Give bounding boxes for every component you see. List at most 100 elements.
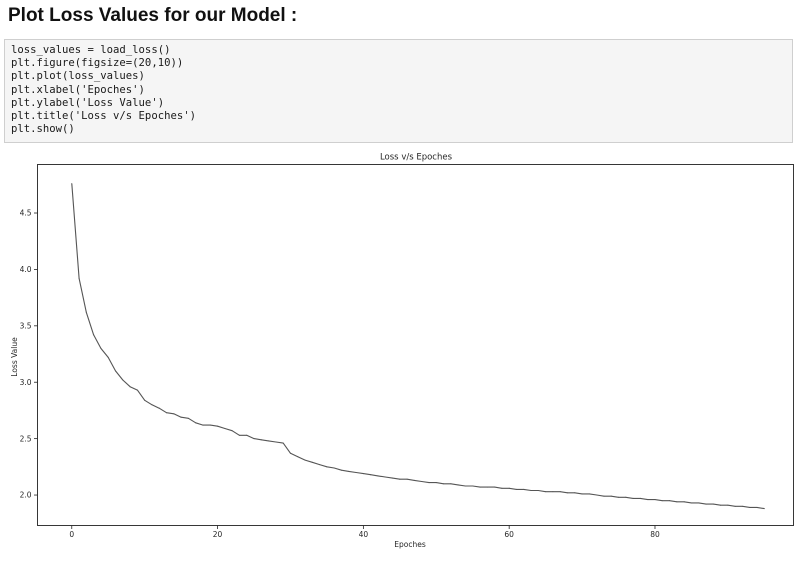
chart-title: Loss v/s Epoches (380, 153, 453, 163)
code-line: loss_values = load_loss() (11, 44, 171, 56)
loss-point (136, 389, 138, 391)
loss-point (421, 481, 423, 483)
loss-point (399, 478, 401, 480)
loss-point (479, 486, 481, 488)
loss-point (486, 486, 488, 488)
loss-point (93, 334, 95, 336)
loss-point (545, 491, 547, 493)
loss-point (107, 356, 109, 358)
loss-point (384, 476, 386, 478)
x-tick-label: 0 (69, 530, 74, 539)
loss-point (275, 441, 277, 443)
loss-point (574, 492, 576, 494)
x-tick-label: 20 (213, 530, 223, 539)
loss-point (377, 475, 379, 477)
loss-point (304, 459, 306, 461)
loss-point (319, 464, 321, 466)
loss-point (158, 407, 160, 409)
loss-point (202, 424, 204, 426)
loss-point (209, 424, 211, 426)
loss-point (690, 502, 692, 504)
loss-point (362, 473, 364, 475)
loss-point (523, 488, 525, 490)
loss-point (122, 379, 124, 381)
loss-point (756, 506, 758, 508)
loss-point (552, 491, 554, 493)
loss-point (763, 508, 765, 510)
loss-point (603, 495, 605, 497)
loss-point (581, 493, 583, 495)
loss-point (311, 461, 313, 463)
loss-point (370, 474, 372, 476)
loss-point (406, 478, 408, 480)
loss-point (464, 485, 466, 487)
loss-point (151, 404, 153, 406)
loss-point (260, 439, 262, 441)
y-tick-label: 2.0 (20, 491, 32, 500)
loss-point (173, 413, 175, 415)
loss-point (71, 183, 73, 185)
loss-point (567, 492, 569, 494)
loss-point (741, 505, 743, 507)
loss-chart: Loss v/s Epoches Loss Value Epoches 0 20 4… (10, 153, 794, 549)
loss-point (734, 505, 736, 507)
loss-point (115, 370, 117, 372)
loss-point (712, 503, 714, 505)
loss-point (297, 456, 299, 458)
loss-point (683, 501, 685, 503)
loss-point (537, 490, 539, 492)
y-tick-label: 4.0 (20, 265, 32, 274)
loss-point (501, 487, 503, 489)
loss-line (71, 183, 765, 510)
loss-point (749, 506, 751, 508)
plot-area (37, 164, 794, 526)
loss-point (355, 471, 357, 473)
loss-point (129, 386, 131, 388)
y-tick-label: 4.5 (20, 209, 32, 218)
loss-point (195, 422, 197, 424)
loss-point (231, 430, 233, 432)
loss-point (720, 504, 722, 506)
y-tick-label: 3.5 (20, 322, 32, 331)
loss-point (443, 483, 445, 485)
loss-point (698, 502, 700, 504)
loss-point (625, 496, 627, 498)
loss-point (333, 467, 335, 469)
y-tick-label: 3.0 (20, 378, 32, 387)
code-line: plt.show() (11, 123, 75, 136)
x-axis-label: Epoches (394, 540, 426, 549)
loss-point (457, 484, 459, 486)
loss-point (559, 491, 561, 493)
loss-point (639, 497, 641, 499)
loss-point (326, 466, 328, 468)
loss-point (727, 504, 729, 506)
loss-point (508, 487, 510, 489)
loss-point (588, 493, 590, 495)
loss-point (224, 427, 226, 429)
code-cell[interactable]: loss_values = load_loss() plt.figure(fig… (4, 39, 793, 143)
y-axis-label: Loss Value (10, 337, 19, 377)
loss-point (217, 425, 219, 427)
loss-point (435, 482, 437, 484)
loss-point (647, 499, 649, 501)
code-line: plt.title('Loss v/s Epoches') (11, 109, 196, 122)
loss-point (472, 485, 474, 487)
loss-point (187, 417, 189, 419)
loss-point (392, 477, 394, 479)
cell-output: Loss v/s Epoches Loss Value Epoches 0 20 4… (0, 148, 797, 558)
loss-point (413, 479, 415, 481)
loss-point (515, 488, 517, 490)
loss-point (676, 501, 678, 503)
loss-point (282, 442, 284, 444)
code-line: plt.plot(loss_values) (11, 70, 145, 83)
loss-point (610, 495, 612, 497)
loss-point (78, 277, 80, 279)
loss-point (669, 500, 671, 502)
loss-point (596, 494, 598, 496)
x-tick-label: 80 (650, 530, 660, 539)
loss-point (100, 347, 102, 349)
loss-point (530, 490, 532, 492)
loss-point (348, 470, 350, 472)
loss-point (144, 399, 146, 401)
loss-point (618, 496, 620, 498)
